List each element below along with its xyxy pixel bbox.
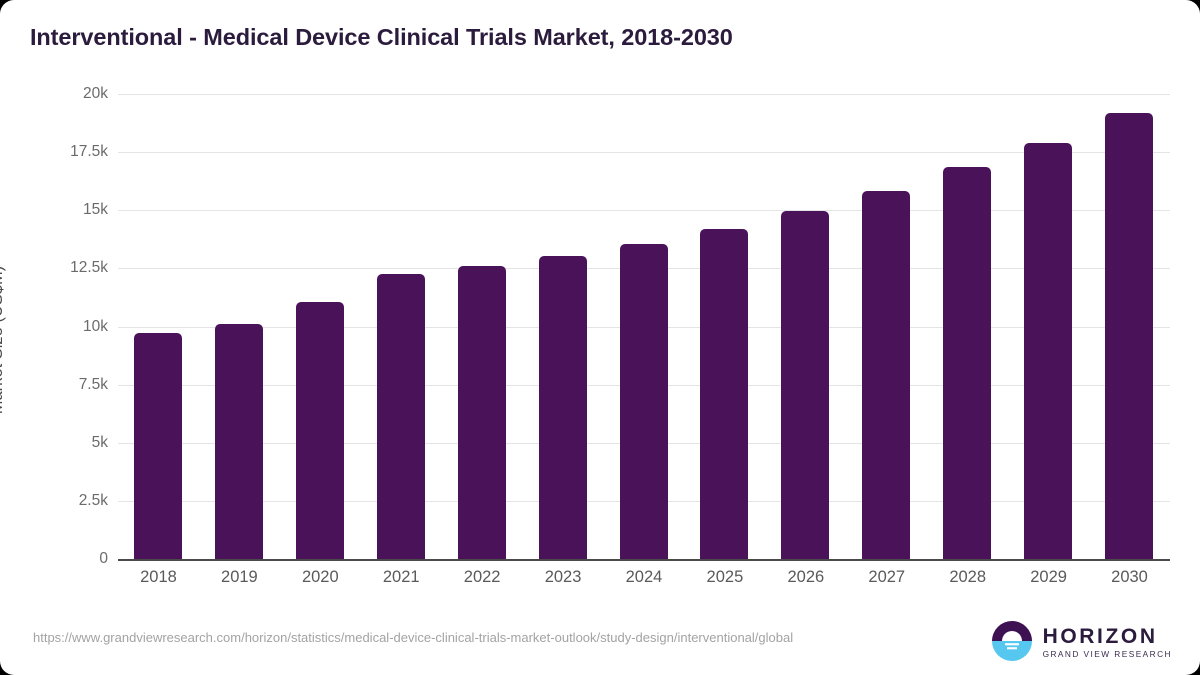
y-axis-tick-label: 2.5k — [78, 491, 108, 509]
bar-slot — [280, 94, 361, 559]
bar-2027[interactable] — [862, 190, 911, 559]
plot-area: 0 2.5k 5k 7.5k 10k 12.5k 15k 17.5k 20k 2018 2019 2… — [70, 85, 1170, 586]
x-axis-tick-label: 2020 — [301, 568, 339, 586]
bar-slot — [118, 94, 199, 559]
bar-2029[interactable] — [1024, 142, 1073, 559]
bar-2030[interactable] — [1105, 112, 1154, 559]
y-axis-tick-label: 20k — [83, 85, 108, 102]
page-title: Interventional - Medical Device Clinical… — [30, 24, 733, 50]
y-axis-tick-label: 15k — [83, 201, 108, 219]
bar-slot — [199, 94, 280, 559]
x-axis-tick-label: 2024 — [625, 568, 663, 586]
x-axis-tick-label: 2018 — [140, 568, 177, 586]
bar-2018[interactable] — [134, 333, 182, 559]
x-axis-tick-label: 2028 — [949, 568, 987, 586]
bar-2028[interactable] — [943, 167, 992, 559]
bar-2024[interactable] — [619, 243, 668, 559]
bar-2019[interactable] — [214, 324, 263, 559]
y-axis-tick-label: 7.5k — [78, 375, 108, 393]
bar-2025[interactable] — [700, 228, 749, 559]
gridline — [118, 152, 1170, 154]
bar-2021[interactable] — [376, 274, 425, 559]
horizon-logo-text: HORIZON GRAND VIEW RESEARCH — [1043, 624, 1172, 658]
logo-tagline: GRAND VIEW RESEARCH — [1042, 648, 1172, 659]
bar-series — [118, 94, 1170, 559]
y-axis-tick-label: 10k — [83, 317, 108, 335]
y-axis-tick-label: 0 — [99, 550, 108, 567]
gridline — [118, 94, 1170, 95]
horizon-logo: HORIZON GRAND VIEW RESEARCH — [991, 618, 1172, 664]
bar-slot — [442, 94, 523, 559]
x-axis-tick-label: 2027 — [868, 568, 906, 586]
bar-slot — [846, 94, 927, 559]
x-axis-tick-label: 2023 — [544, 568, 582, 586]
bar-slot — [604, 94, 685, 559]
bar-slot — [684, 94, 765, 559]
x-axis-tick-label: 2022 — [463, 568, 501, 586]
horizon-logo-icon — [991, 621, 1032, 661]
x-axis-line — [118, 559, 1170, 561]
x-axis-tick-label: 2029 — [1030, 568, 1067, 586]
x-axis-tick-label: 2025 — [706, 568, 744, 586]
x-axis-tick-label: 2030 — [1111, 568, 1148, 586]
bar-2022[interactable] — [457, 266, 506, 559]
logo-wordmark: HORIZON — [1042, 624, 1158, 648]
bar-slot — [927, 94, 1008, 559]
x-axis-tick-label: 2021 — [382, 568, 420, 586]
x-axis-tick-label: 2026 — [787, 568, 825, 586]
bar-2026[interactable] — [781, 211, 830, 559]
bar-2023[interactable] — [538, 255, 587, 559]
bar-slot — [361, 94, 442, 559]
source-url[interactable]: https://www.grandviewresearch.com/horizo… — [33, 630, 794, 645]
bar-slot — [1089, 94, 1170, 559]
bar-slot — [523, 94, 604, 559]
gridline — [118, 210, 1170, 212]
bar-slot — [1008, 94, 1089, 559]
y-axis-tick-label: 12.5k — [70, 259, 108, 277]
bar-2020[interactable] — [295, 302, 344, 559]
y-axis-tick-label: 5k — [91, 433, 108, 451]
x-axis-tick-label: 2019 — [221, 568, 258, 586]
y-axis-tick-label: 17.5k — [70, 143, 108, 161]
bar-slot — [765, 94, 846, 559]
